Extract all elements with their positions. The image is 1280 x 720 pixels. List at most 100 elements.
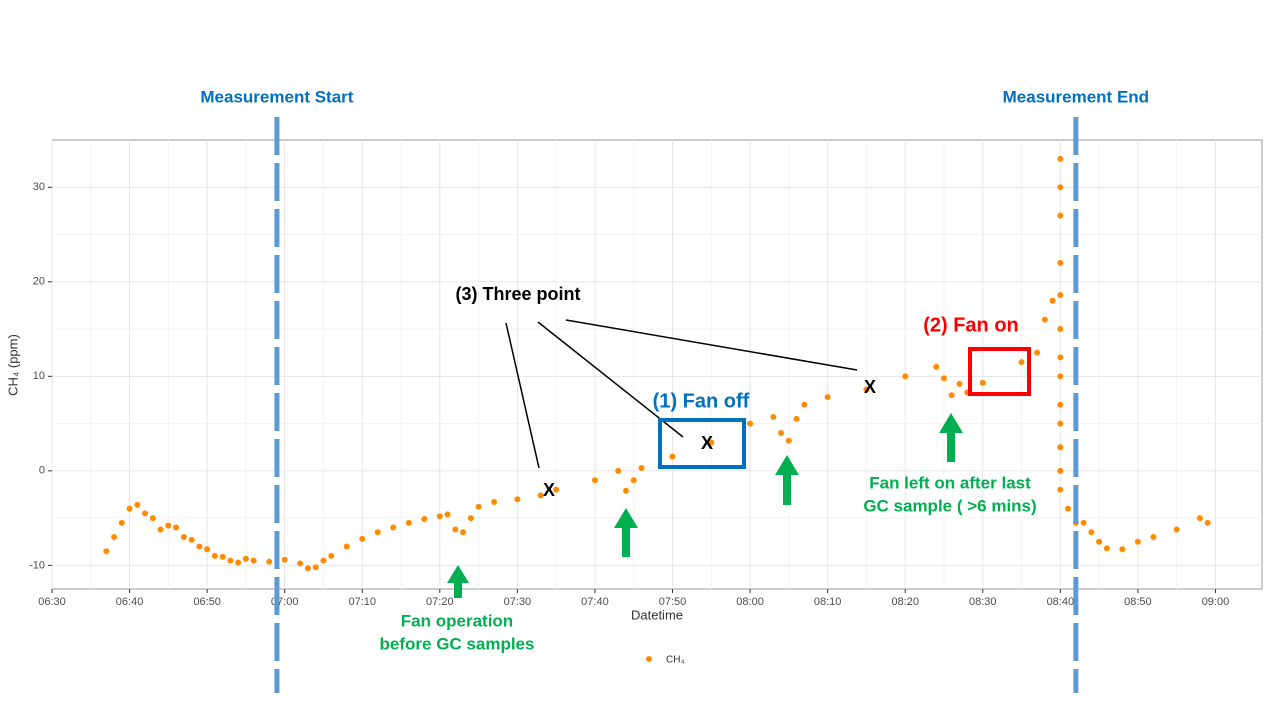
x-marker: X — [543, 480, 555, 500]
data-point — [1057, 467, 1064, 474]
data-point — [204, 546, 211, 553]
data-point — [1057, 420, 1064, 427]
y-axis-label: CH₄ (ppm) — [5, 334, 20, 396]
plot-panel — [51, 139, 1263, 590]
data-point — [591, 477, 598, 484]
arrow — [775, 455, 799, 505]
legend-swatch — [646, 656, 652, 662]
data-point — [227, 557, 234, 564]
data-point — [1196, 515, 1203, 522]
x-tick-label: 08:50 — [1124, 596, 1152, 608]
data-point — [1057, 486, 1064, 493]
legend: CH₄ — [646, 655, 685, 666]
data-point — [1049, 297, 1056, 304]
data-point — [390, 524, 397, 531]
data-point — [421, 516, 428, 523]
y-tick-label: 30 — [33, 181, 45, 193]
y-tick-label: 0 — [39, 465, 45, 477]
data-point — [1018, 359, 1025, 366]
x-tick-label: 09:00 — [1202, 596, 1230, 608]
x-tick-label: 08:10 — [814, 596, 842, 608]
data-point — [948, 392, 955, 399]
marker-label: Measurement End — [1003, 87, 1149, 106]
annotation-text: before GC samples — [380, 634, 535, 653]
data-point — [1096, 538, 1103, 545]
data-point — [979, 379, 986, 386]
data-point — [1057, 444, 1064, 451]
data-point — [669, 453, 676, 460]
data-point — [1034, 349, 1041, 356]
data-point — [359, 535, 366, 542]
data-point — [1057, 401, 1064, 408]
data-point — [250, 557, 257, 564]
data-point — [1057, 326, 1064, 333]
data-point — [188, 536, 195, 543]
arrow — [614, 508, 638, 557]
data-point — [514, 496, 521, 503]
data-layer — [103, 155, 1211, 572]
data-point — [1057, 155, 1064, 162]
data-point — [956, 380, 963, 387]
data-point — [863, 386, 870, 393]
x-tick-label: 08:00 — [736, 596, 764, 608]
data-point — [304, 565, 311, 572]
marker-label: Measurement Start — [200, 87, 353, 106]
data-point — [1057, 212, 1064, 219]
x-tick-label: 08:20 — [891, 596, 919, 608]
data-point — [1119, 546, 1126, 553]
data-point — [1065, 505, 1072, 512]
data-point — [491, 499, 498, 506]
data-point — [126, 505, 133, 512]
data-point — [149, 515, 156, 522]
data-point — [343, 543, 350, 550]
x-tick-label: 08:30 — [969, 596, 997, 608]
data-point — [785, 437, 792, 444]
data-point — [770, 413, 777, 420]
data-point — [1204, 519, 1211, 526]
data-point — [180, 534, 187, 541]
data-point — [1041, 316, 1048, 323]
data-point — [940, 375, 947, 382]
data-point — [1057, 292, 1064, 299]
data-point — [436, 513, 443, 520]
arrow — [447, 565, 469, 598]
data-point — [111, 534, 118, 541]
x-tick-label: 07:50 — [659, 596, 687, 608]
data-point — [747, 420, 754, 427]
pointer-line — [505, 322, 540, 469]
data-point — [374, 529, 381, 536]
annotation-text: (3) Three point — [456, 284, 581, 304]
highlight-box — [658, 418, 746, 469]
data-point — [281, 556, 288, 563]
data-point — [801, 401, 808, 408]
x-tick-label: 07:40 — [581, 596, 609, 608]
data-point — [328, 552, 335, 559]
data-point — [1057, 259, 1064, 266]
data-point — [1103, 545, 1110, 552]
y-tick-label: 20 — [33, 276, 45, 288]
data-point — [134, 501, 141, 508]
data-point — [1057, 373, 1064, 380]
data-point — [1057, 184, 1064, 191]
annotation-text: Fan operation — [401, 611, 513, 630]
data-point — [452, 526, 459, 533]
x-marker: X — [864, 377, 876, 397]
data-point — [902, 373, 909, 380]
data-point — [615, 467, 622, 474]
data-point — [460, 529, 467, 536]
data-point — [553, 486, 560, 493]
pointer-line — [537, 321, 684, 438]
data-point — [1057, 354, 1064, 361]
data-point — [1173, 526, 1180, 533]
arrows — [447, 413, 963, 598]
data-point — [1080, 519, 1087, 526]
data-point — [165, 522, 172, 529]
data-point — [537, 492, 544, 499]
data-point — [778, 430, 785, 437]
data-point — [793, 415, 800, 422]
x-tick-label: 08:40 — [1047, 596, 1075, 608]
pointer-line — [565, 319, 858, 371]
data-point — [467, 515, 474, 522]
annotation-text: (1) Fan off — [653, 390, 750, 412]
